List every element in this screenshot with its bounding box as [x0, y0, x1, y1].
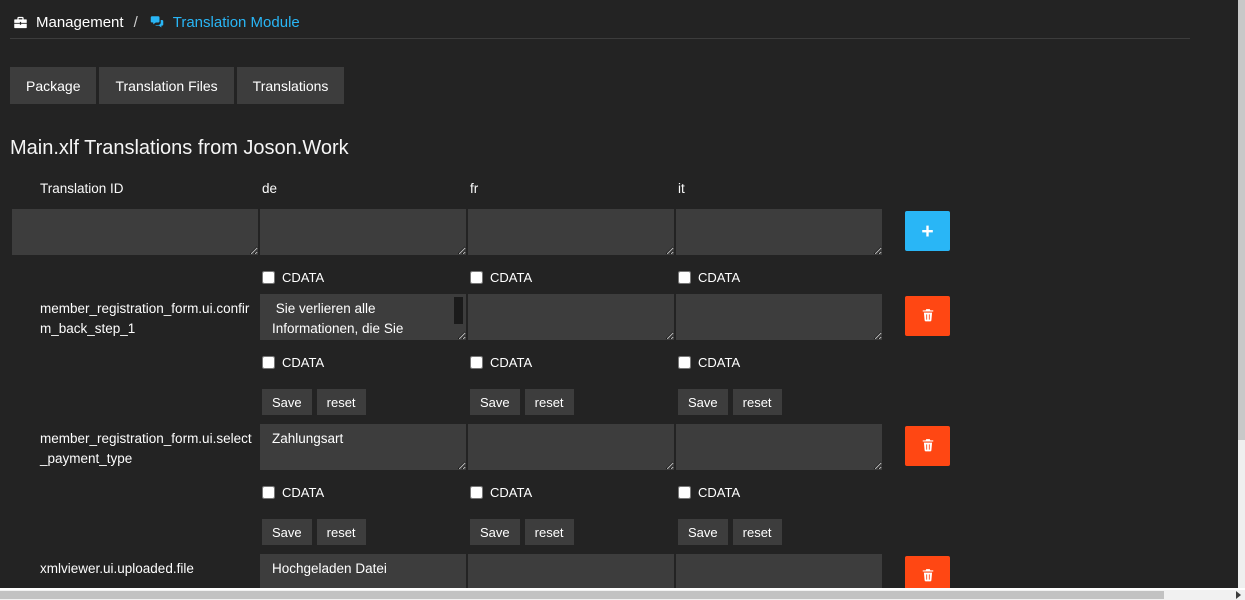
- de-cdata-checkbox[interactable]: [262, 356, 275, 369]
- de-input[interactable]: Sie verlieren alle Informationen, die Si…: [260, 294, 466, 340]
- new-it-input[interactable]: [676, 209, 882, 255]
- new-fr-input[interactable]: [468, 209, 674, 255]
- new-translation-id-input[interactable]: [12, 209, 258, 255]
- reset-button[interactable]: reset: [732, 389, 782, 415]
- column-header-fr: fr: [470, 181, 479, 196]
- cdata-checkbox-label: CDATA: [676, 270, 882, 285]
- reset-button[interactable]: reset: [524, 519, 574, 545]
- de-input[interactable]: Zahlungsart: [260, 424, 466, 470]
- save-button[interactable]: Save: [262, 519, 312, 545]
- add-translation-button[interactable]: +: [905, 211, 950, 251]
- translation-id: xmlviewer.ui.uploaded.file: [40, 561, 194, 576]
- breadcrumb-divider: [10, 38, 1190, 39]
- briefcase-icon: [12, 15, 29, 30]
- cdata-checkbox-label: CDATA: [260, 355, 466, 370]
- vertical-scrollbar[interactable]: [1238, 0, 1245, 588]
- reset-button[interactable]: reset: [732, 519, 782, 545]
- tab-package[interactable]: Package: [10, 67, 97, 104]
- breadcrumb-management-label: Management: [36, 14, 124, 31]
- translation-row: member_registration_form.ui.select_payme…: [12, 424, 1245, 545]
- page-title: Main.xlf Translations from Joson.Work: [10, 137, 349, 159]
- textarea-scrollbar-thumb[interactable]: [454, 297, 463, 324]
- horizontal-scrollbar[interactable]: [0, 588, 1245, 600]
- it-cdata-checkbox[interactable]: [678, 356, 691, 369]
- table-header-row: Translation ID de fr it: [12, 181, 1245, 196]
- breadcrumb-translation-module[interactable]: Translation Module: [148, 14, 300, 31]
- save-button[interactable]: Save: [470, 519, 520, 545]
- save-button[interactable]: Save: [262, 389, 312, 415]
- save-button[interactable]: Save: [470, 389, 520, 415]
- translation-id: member_registration_form.ui.confirm_back…: [40, 301, 250, 336]
- cdata-checkbox-label: CDATA: [676, 485, 882, 500]
- comments-icon: [148, 15, 166, 30]
- it-cdata-checkbox[interactable]: [678, 486, 691, 499]
- cdata-checkbox-label: CDATA: [260, 270, 466, 285]
- breadcrumb: Management / Translation Module: [10, 14, 1245, 31]
- reset-button[interactable]: reset: [316, 389, 366, 415]
- save-button[interactable]: Save: [678, 519, 728, 545]
- new-it-cdata-checkbox[interactable]: [678, 271, 691, 284]
- translation-row: member_registration_form.ui.confirm_back…: [12, 294, 1245, 415]
- plus-icon: +: [921, 219, 934, 243]
- trash-icon: [921, 567, 935, 586]
- breadcrumb-module-label: Translation Module: [172, 14, 300, 31]
- translation-id: member_registration_form.ui.select_payme…: [40, 431, 252, 466]
- it-input[interactable]: [676, 424, 882, 470]
- fr-input[interactable]: [468, 294, 674, 340]
- breadcrumb-management[interactable]: Management: [12, 14, 124, 31]
- cdata-checkbox-label: CDATA: [676, 355, 882, 370]
- new-fr-cdata-checkbox[interactable]: [470, 271, 483, 284]
- cdata-checkbox-label: CDATA: [468, 270, 674, 285]
- tab-translation-files[interactable]: Translation Files: [99, 67, 234, 104]
- scroll-right-arrow-icon[interactable]: [1234, 591, 1242, 599]
- trash-icon: [921, 437, 935, 456]
- delete-translation-button[interactable]: [905, 296, 950, 336]
- column-header-de: de: [262, 181, 278, 196]
- horizontal-scrollbar-thumb[interactable]: [0, 591, 1164, 599]
- column-header-it: it: [678, 181, 685, 196]
- column-header-translation-id: Translation ID: [40, 181, 124, 196]
- fr-cdata-checkbox[interactable]: [470, 356, 483, 369]
- translations-table: Translation ID de fr it CDATA: [12, 181, 1245, 600]
- tab-bar: Package Translation Files Translations: [10, 67, 1245, 104]
- new-translation-row: CDATA CDATA CDATA +: [12, 209, 1245, 285]
- vertical-scrollbar-thumb[interactable]: [1238, 0, 1245, 440]
- reset-button[interactable]: reset: [524, 389, 574, 415]
- reset-button[interactable]: reset: [316, 519, 366, 545]
- it-input[interactable]: [676, 294, 882, 340]
- new-de-input[interactable]: [260, 209, 466, 255]
- new-de-cdata-checkbox[interactable]: [262, 271, 275, 284]
- trash-icon: [921, 307, 935, 326]
- cdata-checkbox-label: CDATA: [468, 485, 674, 500]
- cdata-checkbox-label: CDATA: [260, 485, 466, 500]
- save-button[interactable]: Save: [678, 389, 728, 415]
- fr-cdata-checkbox[interactable]: [470, 486, 483, 499]
- fr-input[interactable]: [468, 424, 674, 470]
- de-cdata-checkbox[interactable]: [262, 486, 275, 499]
- tab-translations[interactable]: Translations: [236, 67, 345, 104]
- cdata-checkbox-label: CDATA: [468, 355, 674, 370]
- breadcrumb-separator: /: [133, 14, 138, 31]
- delete-translation-button[interactable]: [905, 426, 950, 466]
